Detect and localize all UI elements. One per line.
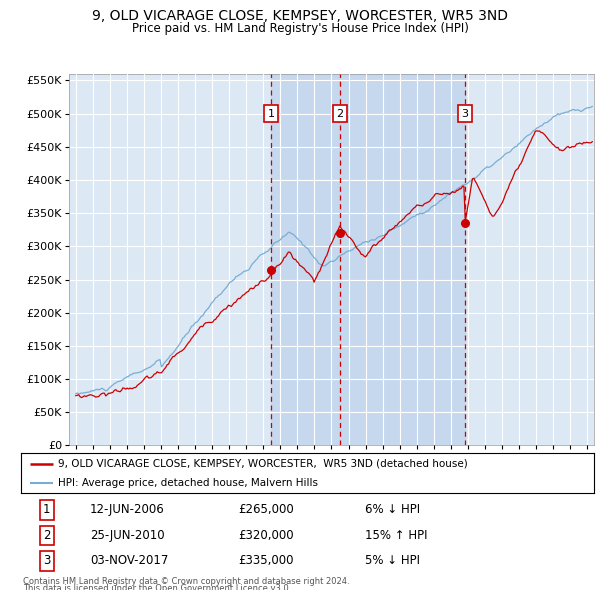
Text: 2: 2 [336,109,343,119]
Bar [340,74,465,445]
Text: 1: 1 [268,109,274,119]
Bar [271,74,340,445]
Text: 9, OLD VICARAGE CLOSE, KEMPSEY, WORCESTER,  WR5 3ND (detached house): 9, OLD VICARAGE CLOSE, KEMPSEY, WORCESTE… [58,459,468,469]
Text: 15% ↑ HPI: 15% ↑ HPI [365,529,427,542]
Text: 9, OLD VICARAGE CLOSE, KEMPSEY, WORCESTER, WR5 3ND: 9, OLD VICARAGE CLOSE, KEMPSEY, WORCESTE… [92,9,508,23]
Text: £320,000: £320,000 [239,529,295,542]
Text: 6% ↓ HPI: 6% ↓ HPI [365,503,420,516]
Text: 1: 1 [43,503,50,516]
Text: This data is licensed under the Open Government Licence v3.0.: This data is licensed under the Open Gov… [23,584,291,590]
Text: £335,000: £335,000 [239,555,294,568]
Text: 25-JUN-2010: 25-JUN-2010 [90,529,164,542]
Text: 3: 3 [43,555,50,568]
Text: 03-NOV-2017: 03-NOV-2017 [90,555,168,568]
Text: Contains HM Land Registry data © Crown copyright and database right 2024.: Contains HM Land Registry data © Crown c… [23,577,349,586]
Text: 2: 2 [43,529,50,542]
Text: 5% ↓ HPI: 5% ↓ HPI [365,555,420,568]
Text: HPI: Average price, detached house, Malvern Hills: HPI: Average price, detached house, Malv… [58,478,318,487]
Text: 12-JUN-2006: 12-JUN-2006 [90,503,164,516]
Text: Price paid vs. HM Land Registry's House Price Index (HPI): Price paid vs. HM Land Registry's House … [131,22,469,35]
Text: £265,000: £265,000 [239,503,295,516]
Text: 3: 3 [461,109,469,119]
